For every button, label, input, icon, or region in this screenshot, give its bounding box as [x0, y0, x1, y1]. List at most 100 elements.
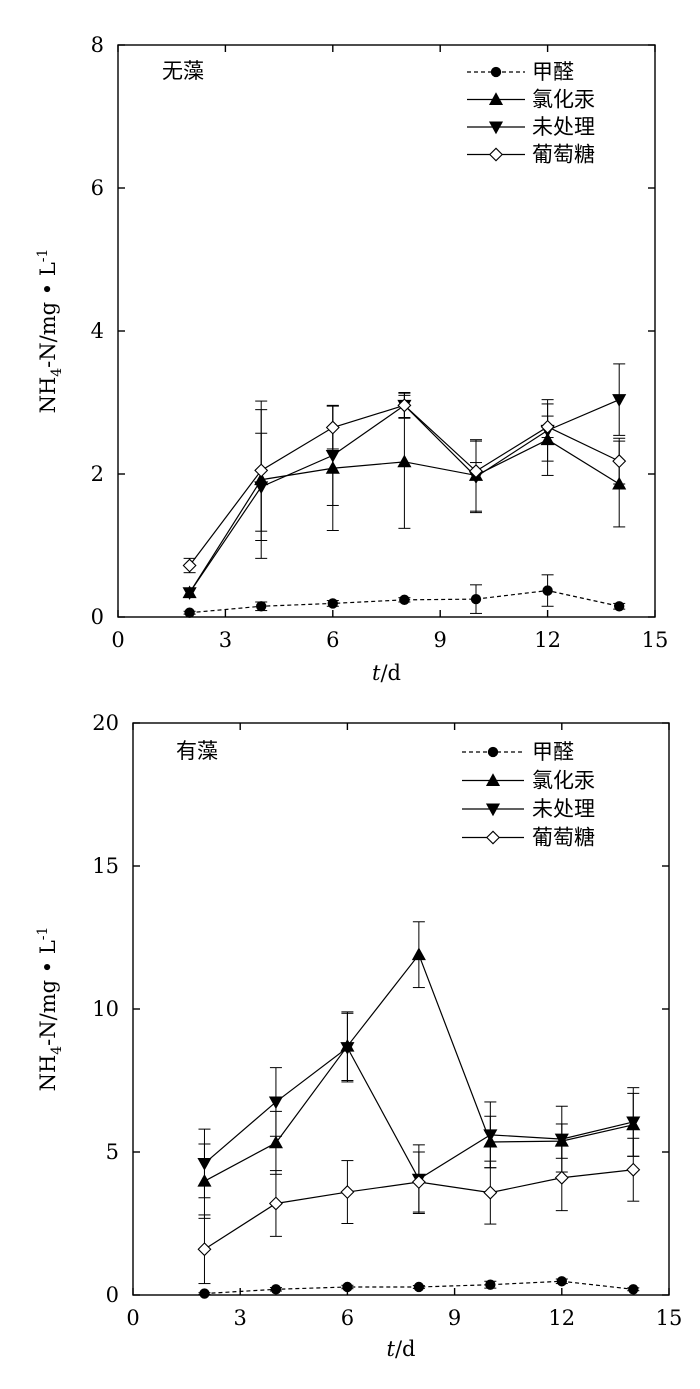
- x-tick-label-6: 6: [326, 628, 339, 652]
- data-point-3-3: [325, 449, 340, 463]
- data-point-4-1: [197, 1242, 212, 1257]
- data-point-3-3: [340, 1042, 355, 1055]
- legend-label-2: 氯化汞: [532, 88, 595, 112]
- x-axis-title-unit: /d: [395, 1337, 416, 1361]
- x-axis-title-variable: t: [387, 1337, 396, 1361]
- x-tick-label-3: 3: [219, 628, 232, 652]
- data-point-1-4: [399, 594, 410, 606]
- y-tick-label-6: 6: [91, 176, 104, 200]
- data-point-4-6: [540, 419, 555, 434]
- x-tick-label-15: 15: [656, 1306, 683, 1330]
- series-1: [198, 1276, 640, 1299]
- data-point-1-7: [614, 601, 625, 612]
- series-4: [182, 391, 627, 574]
- legend-marker-4: [489, 147, 503, 162]
- data-point-2-2: [268, 1135, 283, 1149]
- y-tick-label-10: 10: [92, 997, 119, 1021]
- legend-label-2: 氯化汞: [532, 769, 595, 793]
- y-tick-label-5: 5: [106, 1140, 119, 1164]
- legend-marker-3: [485, 803, 501, 817]
- data-point-1-3: [342, 1281, 353, 1293]
- data-point-1-2: [256, 601, 267, 612]
- y-tick-label-20: 20: [92, 711, 119, 735]
- legend-marker-4: [486, 830, 500, 845]
- legend-marker-2: [485, 773, 501, 786]
- legend-label-4: 葡萄糖: [532, 143, 595, 167]
- data-point-1-4: [413, 1281, 425, 1293]
- series-1: [183, 574, 626, 618]
- x-axis-title-unit: /d: [380, 661, 401, 685]
- y-axis-title-middle: -N/mg • L: [36, 940, 60, 1046]
- data-point-4-4: [397, 398, 412, 413]
- data-point-4-2: [268, 1196, 283, 1211]
- legend-label-1: 甲醛: [532, 60, 574, 84]
- data-point-1-5: [470, 593, 482, 605]
- x-tick-label-6: 6: [341, 1306, 354, 1330]
- series-4: [197, 1137, 641, 1285]
- legend-label-3: 未处理: [532, 115, 595, 139]
- data-point-1-3: [327, 598, 338, 609]
- x-tick-label-9: 9: [434, 628, 447, 652]
- data-point-4-4: [411, 1175, 426, 1190]
- x-tick-label-0: 0: [111, 628, 124, 652]
- x-tick-label-0: 0: [126, 1306, 139, 1330]
- data-point-1-6: [542, 585, 553, 596]
- x-tick-label-15: 15: [642, 628, 669, 652]
- y-tick-label-0: 0: [91, 605, 104, 629]
- x-tick-label-12: 12: [548, 1306, 575, 1330]
- data-point-4-3: [325, 420, 340, 435]
- data-point-3-5: [483, 1129, 498, 1143]
- x-tick-label-9: 9: [448, 1306, 461, 1330]
- y-axis-title-superscript: -1: [35, 249, 51, 263]
- data-point-2-4: [397, 454, 412, 468]
- data-point-3-2: [268, 1096, 283, 1110]
- y-axis-title-middle: -N/mg • L: [36, 262, 60, 368]
- y-tick-label-2: 2: [91, 462, 104, 486]
- data-point-4-1: [182, 558, 197, 573]
- y-tick-label-0: 0: [106, 1283, 119, 1307]
- legend-marker-2: [488, 92, 504, 105]
- y-axis-title-subscript: 4: [49, 368, 65, 377]
- y-axis-title: NH4-N/mg • L-1: [35, 249, 65, 414]
- data-point-3-7: [612, 394, 627, 407]
- chart-panel-2: 0 3 6 9 12 15 0 5 10 15 20 t/d NH4-N/mg • L-1 有藻 甲醛氯化汞…: [35, 711, 682, 1361]
- y-axis-title: NH4-N/mg • L-1: [35, 927, 65, 1092]
- legend-marker-3: [488, 121, 504, 135]
- x-axis-title: t/d: [387, 1337, 416, 1361]
- data-point-3-1: [197, 1157, 212, 1171]
- data-point-3-7: [626, 1116, 641, 1130]
- data-point-1-2: [270, 1284, 282, 1295]
- y-tick-label-15: 15: [92, 854, 119, 878]
- x-tick-label-3: 3: [234, 1306, 247, 1330]
- x-axis-title-variable: t: [372, 661, 381, 685]
- y-axis-title-superscript: -1: [35, 927, 51, 941]
- legend-marker-1: [487, 746, 499, 758]
- data-point-2-4: [411, 947, 426, 961]
- data-point-4-5: [483, 1185, 498, 1200]
- legend-label-4: 葡萄糖: [532, 826, 595, 850]
- legend-label-1: 甲醛: [532, 740, 574, 764]
- data-point-1-1: [199, 1288, 210, 1299]
- y-tick-label-8: 8: [91, 33, 104, 57]
- data-point-3-1: [182, 587, 197, 600]
- panel-label: 有藻: [176, 739, 218, 763]
- y-axis-title-subscript: 4: [49, 1046, 65, 1055]
- data-point-1-1: [184, 607, 195, 618]
- data-point-1-6: [556, 1276, 567, 1287]
- data-point-4-6: [554, 1170, 569, 1185]
- x-tick-label-12: 12: [534, 628, 561, 652]
- data-point-4-3: [340, 1185, 355, 1200]
- data-point-4-7: [612, 454, 627, 469]
- data-point-3-6: [554, 1133, 569, 1147]
- legend-label-3: 未处理: [532, 797, 595, 821]
- data-point-4-7: [626, 1162, 641, 1177]
- y-tick-label-4: 4: [91, 319, 104, 343]
- data-point-1-5: [485, 1279, 496, 1290]
- data-point-4-2: [254, 463, 269, 478]
- legend-marker-1: [490, 66, 502, 78]
- data-point-1-7: [628, 1284, 639, 1295]
- y-axis-title-main: NH: [36, 1055, 60, 1092]
- y-axis-title-main: NH: [36, 377, 60, 414]
